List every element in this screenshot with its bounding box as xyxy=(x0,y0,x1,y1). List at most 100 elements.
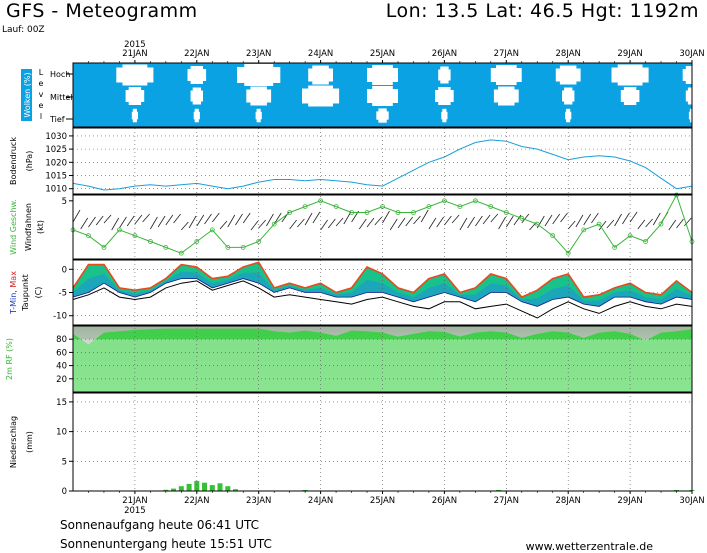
cloud-cell xyxy=(372,65,393,85)
wind-barb xyxy=(405,216,414,227)
wind-data-point xyxy=(426,204,432,210)
wind-barb xyxy=(211,212,220,223)
precip-bar xyxy=(171,488,177,491)
precip-bar xyxy=(209,485,215,491)
wind-barb xyxy=(142,213,150,223)
wind-data-point xyxy=(395,210,401,215)
wind-data-point xyxy=(503,210,509,215)
wind-data-point xyxy=(550,233,556,239)
rh-axis-label: 2m RF (%) xyxy=(5,338,14,380)
wind-barb xyxy=(320,219,328,231)
wind-barb xyxy=(598,220,607,231)
wind-data-point xyxy=(472,198,478,204)
wind-barb xyxy=(482,214,491,225)
wind-barb xyxy=(606,219,615,229)
cloud-cell xyxy=(372,86,393,106)
wind-data-point xyxy=(86,233,91,239)
wind-barb xyxy=(591,212,599,224)
wind-barb xyxy=(103,214,112,224)
wind-barb xyxy=(420,209,429,223)
cloud-cell xyxy=(440,66,449,84)
wind-barb xyxy=(196,214,205,227)
wind-barb xyxy=(505,215,514,228)
wind-barb xyxy=(567,220,576,230)
cloud-cell xyxy=(190,66,203,84)
temp-max-line xyxy=(72,261,693,299)
wind-data-point xyxy=(534,221,540,227)
precip-ytick-label: 10 xyxy=(56,428,67,438)
rh-ytick-label: 80 xyxy=(56,335,67,345)
temp-ytick-label: -10 xyxy=(53,312,67,322)
wind-barb xyxy=(629,211,638,223)
bottom-date-label: 25JAN xyxy=(370,496,395,506)
wind-barb xyxy=(552,213,561,225)
wind-data-point xyxy=(147,239,153,244)
source-credit: www.wetterzentrale.de xyxy=(525,540,653,553)
wind-barb xyxy=(428,217,437,230)
wind-barb xyxy=(297,218,305,228)
wind-barb xyxy=(521,213,530,224)
sunrise-text: Sonnenaufgang heute 06:41 UTC xyxy=(60,518,260,532)
cloud-cell xyxy=(308,85,333,107)
wind-barb xyxy=(652,212,661,226)
precip-bar xyxy=(202,482,207,491)
wind-barb xyxy=(111,217,120,231)
wind-barb xyxy=(304,212,313,226)
wind-barb xyxy=(165,214,174,226)
wind-barb xyxy=(467,216,475,229)
wind-data-point xyxy=(364,210,370,215)
precip-bar xyxy=(233,489,238,491)
temp-min-label-part: T-Min, xyxy=(9,288,18,315)
wind-data-point xyxy=(194,239,200,244)
cloud-cell xyxy=(128,87,142,105)
wind-barb xyxy=(72,209,81,223)
wind-barb xyxy=(622,212,630,225)
wind-data-point xyxy=(349,210,355,215)
wind-data-point xyxy=(333,204,339,210)
wind-barb xyxy=(645,218,653,228)
wind-barb xyxy=(80,217,89,230)
wind-barb xyxy=(668,219,677,231)
precip-bar xyxy=(217,483,223,491)
wind-barb xyxy=(173,213,181,224)
panel-frame-rh xyxy=(72,325,693,393)
top-date-label: 24JAN xyxy=(308,49,333,59)
precip-bar xyxy=(186,483,192,491)
cloud-axis-label: Wolken (%) xyxy=(23,72,32,117)
pressure-ytick-label: 1030 xyxy=(45,132,67,142)
top-date-label: 28JAN xyxy=(556,49,581,59)
cloud-level-title-char: e xyxy=(39,79,44,88)
wind-barb xyxy=(335,217,344,227)
wind-data-point xyxy=(287,210,293,215)
wind-barb xyxy=(583,213,592,226)
wind-barb xyxy=(227,214,236,228)
top-date-label: 29JAN xyxy=(617,49,642,59)
wind-data-point xyxy=(488,204,494,210)
cloud-cell xyxy=(192,87,201,105)
cloud-cell xyxy=(496,65,517,85)
wind-barb xyxy=(676,218,684,229)
wind-barb xyxy=(637,219,646,230)
wind-data-point xyxy=(163,244,169,250)
rh-ytick-label: 60 xyxy=(56,348,67,358)
cloud-level-title-char: v xyxy=(39,90,44,99)
top-date-label: 30JAN xyxy=(679,49,704,59)
wind-barb xyxy=(544,214,553,227)
wind-barb xyxy=(490,213,499,223)
wind-barb xyxy=(119,216,127,229)
temp-max-label-part: Max xyxy=(9,271,18,288)
wind-barb xyxy=(382,210,390,224)
pressure-ytick-label: 1010 xyxy=(45,185,67,195)
wind-data-point xyxy=(132,233,138,239)
top-date-label: 25JAN xyxy=(370,49,395,59)
pressure-ytick-label: 1015 xyxy=(45,172,67,182)
wind-barb xyxy=(242,212,251,224)
panel-frame-wind xyxy=(72,194,693,260)
cloud-level-label: Tief xyxy=(49,115,65,124)
pressure-ytick-label: 1025 xyxy=(45,145,67,155)
wind-barb xyxy=(204,213,212,225)
bottom-date-label: 30JAN xyxy=(679,496,704,506)
cloud-level-label: Hoch xyxy=(50,70,70,79)
wind-data-point xyxy=(643,239,648,244)
